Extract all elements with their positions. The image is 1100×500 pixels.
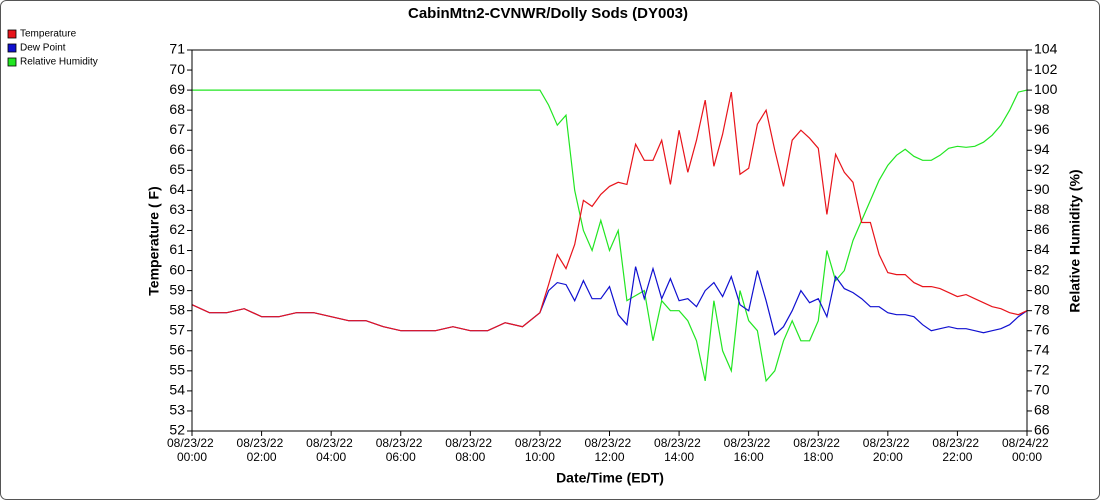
y-tick-label: 55	[169, 362, 185, 378]
legend-label: Relative Humidity	[20, 57, 98, 68]
y-tick-label: 62	[169, 221, 185, 237]
x-tick-label: 08/23/22 20:00	[863, 436, 913, 464]
x-tick-label: 08/23/22 10:00	[515, 436, 565, 464]
y2-tick-label: 92	[1034, 161, 1050, 177]
y-tick-label: 61	[169, 241, 185, 257]
x-tick-label: 08/24/22 00:00	[1002, 436, 1052, 464]
legend-swatch	[7, 43, 17, 53]
y2-tick-label: 66	[1034, 422, 1050, 438]
y2-tick-label: 72	[1034, 362, 1050, 378]
x-tick-label: 08/23/22 06:00	[376, 436, 426, 464]
y2-tick-label: 74	[1034, 341, 1050, 357]
y-tick-label: 60	[169, 261, 185, 277]
y2-axis-label: Relative Humidity (%)	[1067, 169, 1083, 312]
y2-tick-label: 96	[1034, 121, 1050, 137]
y-tick-label: 64	[169, 181, 185, 197]
y-tick-label: 59	[169, 281, 185, 297]
y-tick-label: 66	[169, 141, 185, 157]
legend-label: Dew Point	[20, 43, 66, 54]
y-tick-label: 71	[169, 41, 185, 57]
y-tick-label: 52	[169, 422, 185, 438]
series-line	[192, 89, 1028, 383]
y2-tick-label: 102	[1034, 61, 1058, 77]
y-tick-label: 70	[169, 61, 185, 77]
x-tick-label: 08/23/22 04:00	[306, 436, 356, 464]
y2-tick-label: 68	[1034, 402, 1050, 418]
y2-tick-label: 94	[1034, 141, 1050, 157]
legend-swatch	[7, 57, 17, 67]
plot-frame	[191, 49, 1028, 432]
y2-tick-label: 78	[1034, 301, 1050, 317]
y-tick-label: 67	[169, 121, 185, 137]
y2-tick-label: 100	[1034, 81, 1058, 97]
y-tick-label: 58	[169, 301, 185, 317]
x-tick-label: 08/23/22 16:00	[724, 436, 774, 464]
y-tick-label: 65	[169, 161, 185, 177]
x-tick-label: 08/23/22 00:00	[167, 436, 217, 464]
y2-tick-label: 70	[1034, 382, 1050, 398]
legend-label: Temperature	[20, 29, 77, 40]
x-tick-label: 08/23/22 14:00	[654, 436, 704, 464]
y-axis-label: Temperature ( F)	[146, 186, 162, 295]
y2-tick-label: 82	[1034, 261, 1050, 277]
chart-title: CabinMtn2-CVNWR/Dolly Sods (DY003)	[408, 5, 688, 22]
y-tick-label: 53	[169, 402, 185, 418]
x-tick-label: 08/23/22 18:00	[793, 436, 843, 464]
y2-tick-label: 84	[1034, 241, 1050, 257]
y2-tick-label: 90	[1034, 181, 1050, 197]
y2-tick-label: 80	[1034, 281, 1050, 297]
x-tick-label: 08/23/22 12:00	[584, 436, 634, 464]
x-tick-label: 08/23/22 02:00	[237, 436, 287, 464]
y2-tick-label: 88	[1034, 201, 1050, 217]
y-tick-label: 69	[169, 81, 185, 97]
series-line	[191, 91, 1028, 332]
y-tick-label: 54	[169, 382, 185, 398]
x-tick-label: 08/23/22 22:00	[932, 436, 982, 464]
y-tick-label: 57	[169, 321, 185, 337]
y-tick-label: 63	[169, 201, 185, 217]
y2-tick-label: 86	[1034, 221, 1050, 237]
x-axis-label: Date/Time (EDT)	[556, 470, 664, 486]
legend-swatch	[7, 29, 17, 39]
y-tick-label: 68	[169, 101, 185, 117]
y2-tick-label: 76	[1034, 321, 1050, 337]
y2-tick-label: 98	[1034, 101, 1050, 117]
x-tick-label: 08/23/22 08:00	[445, 436, 495, 464]
y-tick-label: 56	[169, 341, 185, 357]
y2-tick-label: 104	[1034, 41, 1058, 57]
